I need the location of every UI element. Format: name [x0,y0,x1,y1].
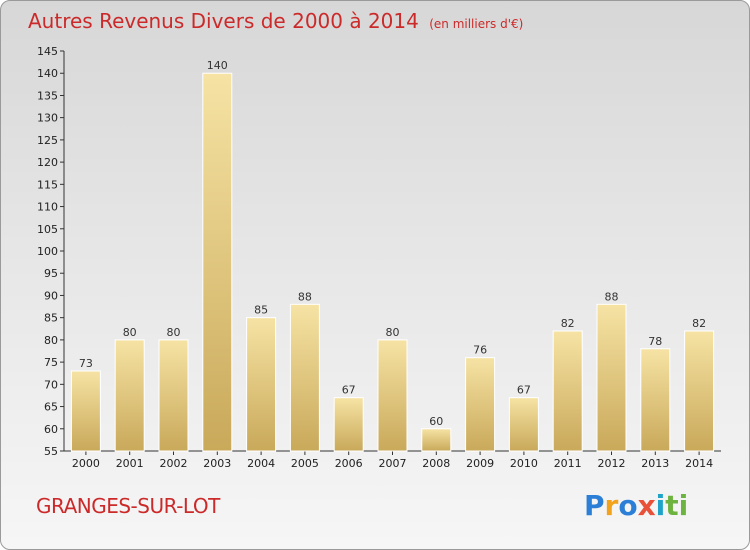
data-label-2013: 78 [648,335,662,348]
x-tick-label-2007: 2007 [379,457,407,470]
x-tick-label-2002: 2002 [160,457,188,470]
chart-axes: 55 60 65 70 75 80 85 90 95 100 105 110 115 120 125 130 1… [37,45,721,470]
chart-bars: 73 80 80 140 85 88 67 80 60 76 67 82 88 78 82 [70,59,715,452]
bar-2006 [333,397,364,452]
data-label-2008: 60 [429,415,443,428]
x-tick-label-2006: 2006 [335,457,363,470]
bar-2001 [114,339,145,452]
data-label-2014: 82 [692,317,706,330]
bar-2010 [508,397,539,452]
x-tick-label-2014: 2014 [685,457,713,470]
data-label-2000: 73 [79,357,93,370]
x-tick-label-2001: 2001 [116,457,144,470]
y-tick-label: 85 [44,312,58,325]
data-label-2007: 80 [386,326,400,339]
data-label-2003: 140 [207,59,228,72]
x-tick-label-2013: 2013 [641,457,669,470]
bar-2005 [289,303,320,452]
y-tick-label: 130 [37,112,58,125]
y-tick-label: 55 [44,445,58,458]
y-tick-label: 115 [37,178,58,191]
bar-2000 [70,370,101,452]
y-tick-label: 70 [44,378,58,391]
x-tick-label-2005: 2005 [291,457,319,470]
bar-2012 [596,303,627,452]
x-tick-label-2004: 2004 [247,457,275,470]
y-tick-label: 65 [44,401,58,414]
data-label-2004: 85 [254,304,268,317]
x-tick-label-2008: 2008 [422,457,450,470]
data-label-2010: 67 [517,384,531,397]
bar-2002 [158,339,189,452]
data-label-2009: 76 [473,344,487,357]
y-tick-label: 100 [37,245,58,258]
x-tick-label-2012: 2012 [598,457,626,470]
y-tick-label: 120 [37,156,58,169]
chart-title-text: Autres Revenus Divers de 2000 à 2014 [28,9,419,33]
y-tick-label: 145 [37,45,58,58]
y-tick-label: 105 [37,223,58,236]
y-tick-label: 95 [44,267,58,280]
bar-2014 [684,330,715,452]
proxiti-logo: Proxiti [584,489,689,522]
y-tick-label: 110 [37,201,58,214]
y-tick-label: 140 [37,67,58,80]
y-tick-label: 125 [37,134,58,147]
chart-title: Autres Revenus Divers de 2000 à 2014 (en… [28,9,523,33]
x-tick-label-2011: 2011 [554,457,582,470]
x-tick-label-2009: 2009 [466,457,494,470]
bar-2008 [421,428,452,452]
bar-2013 [640,348,671,452]
bar-2004 [246,317,277,452]
data-label-2001: 80 [123,326,137,339]
bar-2011 [552,330,583,452]
y-tick-label: 90 [44,289,58,302]
data-label-2012: 88 [605,290,619,303]
x-tick-label-2010: 2010 [510,457,538,470]
bar-2007 [377,339,408,452]
bar-2003 [202,72,233,452]
y-tick-label: 80 [44,334,58,347]
y-tick-label: 60 [44,423,58,436]
y-tick-label: 75 [44,356,58,369]
data-label-2006: 67 [342,384,356,397]
y-tick-label: 135 [37,89,58,102]
data-label-2002: 80 [167,326,181,339]
x-tick-label-2000: 2000 [72,457,100,470]
chart-unit: (en milliers d'€) [429,17,524,31]
data-label-2005: 88 [298,290,312,303]
commune-name: GRANGES-SUR-LOT [36,494,220,518]
x-tick-label-2003: 2003 [203,457,231,470]
data-label-2011: 82 [561,317,575,330]
bar-2009 [465,357,496,452]
